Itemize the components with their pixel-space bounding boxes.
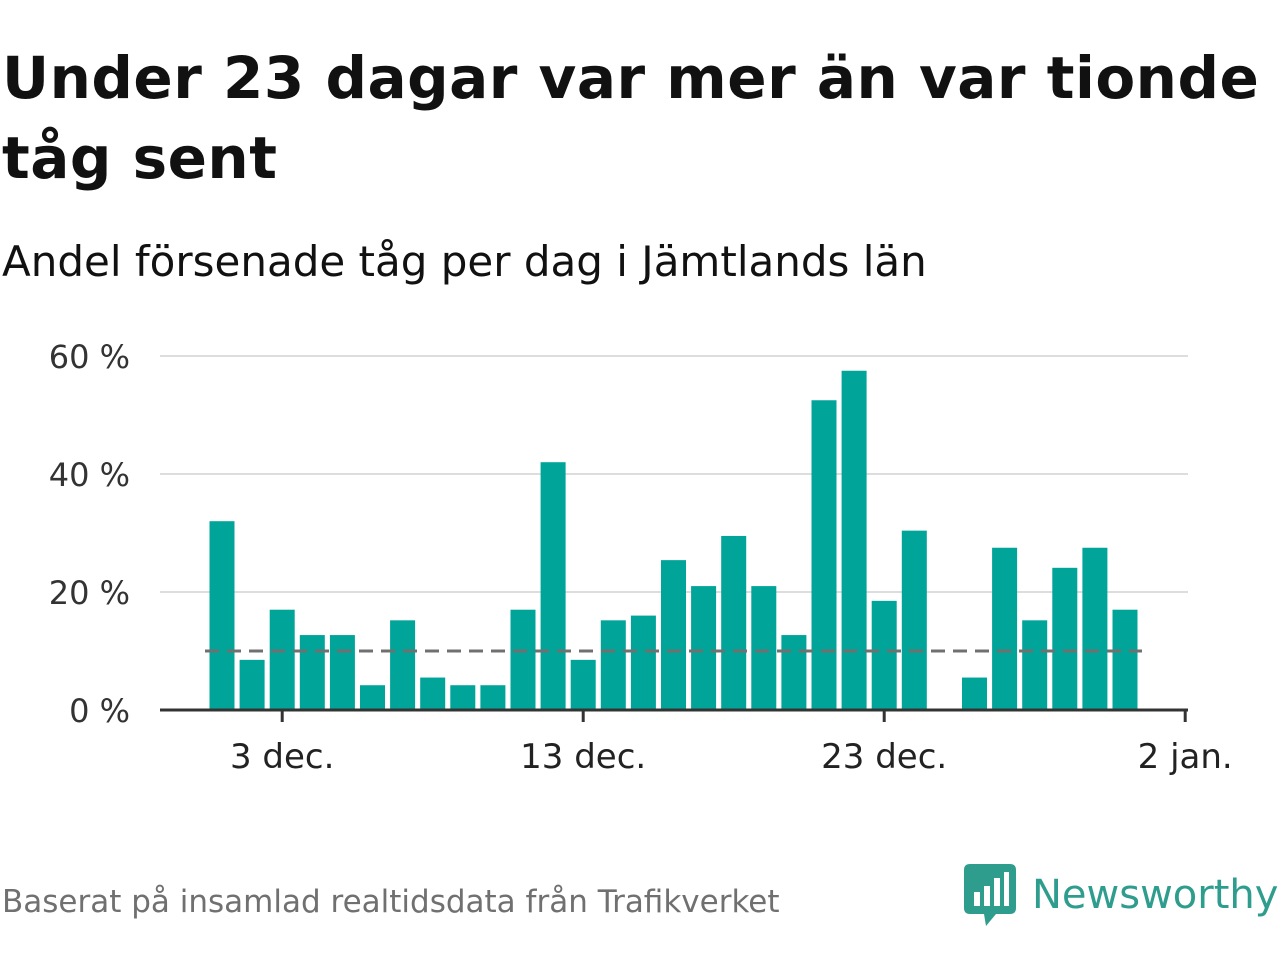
x-tick-label: 2 jan. [1138, 737, 1233, 777]
y-tick-label: 20 % [49, 574, 130, 612]
bar [299, 635, 325, 710]
bar [962, 677, 987, 710]
bar [360, 685, 385, 710]
bars [209, 370, 1138, 710]
bar [871, 600, 897, 710]
bar [420, 677, 446, 710]
x-tick-label: 13 dec. [520, 737, 646, 777]
bar [1082, 547, 1108, 710]
x-tick-label: 3 dec. [230, 737, 334, 777]
bar [239, 659, 265, 710]
bar [570, 659, 596, 710]
bar [1112, 609, 1138, 710]
bar [329, 635, 355, 710]
chart-title: Under 23 dagar var mer än var tionde tåg… [2, 44, 1260, 192]
bar [751, 586, 777, 710]
bar [841, 370, 867, 710]
bar [781, 635, 807, 710]
brand-logo: Newsworthy [964, 864, 1278, 926]
axes: 0 % 20 % 40 % 60 % 3 dec. 13 dec. 23 dec. 2 jan… [49, 338, 1233, 777]
source-note: Baserat på insamlad realtidsdata från Tr… [2, 884, 780, 920]
bar [901, 530, 927, 710]
y-tick-label: 60 % [49, 338, 130, 376]
newsworthy-logo-icon [964, 864, 1016, 926]
bar [992, 547, 1018, 710]
bar [540, 462, 566, 710]
y-tick-label: 40 % [49, 456, 130, 494]
bar [600, 620, 626, 710]
bar-chart: 0 % 20 % 40 % 60 % 3 dec. 13 dec. 23 dec. 2 jan… [49, 338, 1233, 777]
bar [209, 521, 235, 710]
bar [630, 615, 656, 710]
bar [691, 586, 717, 710]
bar [811, 400, 837, 710]
brand-name: Newsworthy [1032, 872, 1279, 918]
bar [450, 685, 476, 710]
bar [1052, 567, 1078, 710]
x-tick-label: 23 dec. [821, 737, 947, 777]
bar [721, 535, 747, 710]
bar [269, 609, 295, 710]
chart-subtitle: Andel försenade tåg per dag i Jämtlands … [2, 237, 927, 286]
y-tick-label: 0 % [69, 692, 130, 730]
bar [390, 620, 416, 710]
bar [1022, 620, 1048, 710]
bar [661, 560, 686, 710]
gridlines [160, 355, 1188, 593]
bar [510, 609, 536, 710]
bar [480, 685, 506, 710]
